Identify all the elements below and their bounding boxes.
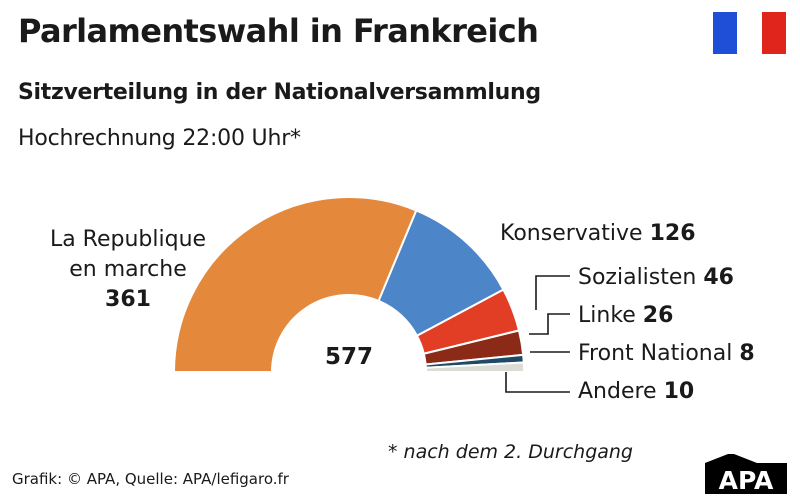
series-value-5: 10 [664,379,695,404]
series-name-4: Front National [578,341,739,366]
series-value-2: 46 [703,265,734,290]
series-name-0-line-0: La Republique [50,227,206,252]
series-value-0: 361 [105,287,151,312]
series-value-1: 126 [650,221,696,246]
flag-stripe-red [761,12,786,54]
seat-segment-0 [172,196,418,373]
source-credit: Grafik: © APA, Quelle: APA/lefigaro.fr [12,470,289,488]
series-name-3: Linke [578,303,643,328]
series-label-2: Sozialisten 46 [578,265,734,290]
total-seats-label: 577 [325,344,373,370]
series-name-2: Sozialisten [578,265,703,290]
series-name-5: Andere [578,379,664,404]
france-flag-icon [713,12,786,54]
series-label-4: Front National 8 [578,341,755,366]
apa-logo-text: APA [719,466,774,494]
flag-stripe-white [737,12,762,54]
chart-subtitle: Sitzverteilung in der Nationalversammlun… [18,80,541,105]
series-label-5: Andere 10 [578,379,694,404]
series-label-1: Konservative 126 [500,221,696,246]
series-label-3: Linke 26 [578,303,673,328]
leader-line-3 [529,313,570,335]
series-name-1: Konservative [500,221,650,246]
series-value-4: 8 [739,341,754,366]
seat-segment-5 [424,361,526,373]
leader-line-2 [535,275,570,310]
flag-stripe-blue [713,12,738,54]
footnote: * nach dem 2. Durchgang [388,441,633,463]
projection-note: Hochrechnung 22:00 Uhr* [18,126,301,151]
leader-line-5 [505,372,570,393]
series-value-3: 26 [643,303,674,328]
series-name-0-line-1: en marche [69,257,187,282]
apa-logo-icon: APA [705,454,787,495]
chart-title: Parlamentswahl in Frankreich [18,12,539,50]
